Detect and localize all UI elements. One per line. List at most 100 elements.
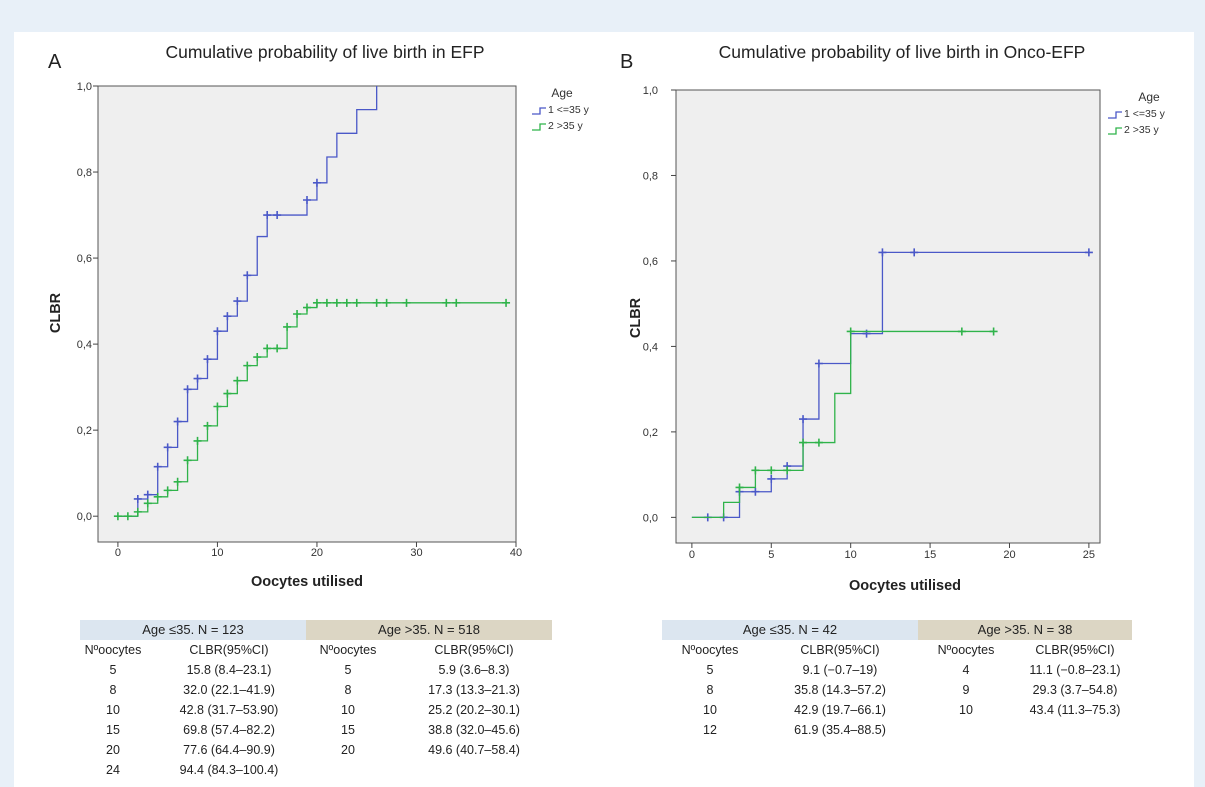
censor-mark: [442, 298, 451, 307]
table-cell: 10: [341, 703, 355, 717]
censor-mark: [402, 298, 411, 307]
censor-mark: [735, 483, 744, 492]
censor-mark: [253, 353, 262, 362]
censor-mark: [814, 438, 823, 447]
table-cell: 5: [109, 663, 117, 677]
table-cell: 15: [341, 723, 355, 737]
table-cell: 32.0 (22.1–41.9): [183, 683, 275, 697]
censor-mark: [989, 327, 998, 336]
censor-mark: [143, 490, 152, 499]
censor-mark: [173, 417, 182, 426]
censor-mark: [332, 298, 341, 307]
censor-mark: [213, 327, 222, 336]
censor-mark: [814, 359, 823, 368]
censor-mark: [123, 512, 132, 521]
censor-mark: [153, 462, 162, 471]
table-col-header: CLBR(95%CI): [800, 643, 880, 657]
censor-mark: [183, 456, 192, 465]
legend-swatch: [532, 107, 546, 115]
table-cell: 12: [703, 723, 717, 737]
panel-label: B: [620, 51, 633, 73]
censor-mark: [283, 322, 292, 331]
censor-mark: [263, 344, 272, 353]
censor-mark: [293, 310, 302, 318]
censor-mark: [372, 298, 381, 307]
censor-mark: [767, 466, 776, 475]
censor-mark: [203, 421, 212, 430]
chart-title: Cumulative probability of live birth in …: [719, 42, 1086, 62]
legend-label: 1 <=35 y: [1124, 108, 1166, 120]
x-tick-label: 20: [1003, 549, 1015, 561]
censor-mark: [163, 443, 172, 452]
censor-mark: [382, 298, 391, 307]
censor-mark: [183, 385, 192, 394]
table-cell: 77.6 (64.4–90.9): [183, 743, 275, 757]
x-tick-label: 30: [410, 547, 422, 559]
censor-mark: [303, 303, 311, 312]
x-axis-label: Oocytes utilised: [849, 578, 961, 594]
table-col-header: CLBR(95%CI): [189, 643, 269, 657]
table-cell: 5.9 (3.6–8.3): [438, 663, 510, 677]
x-tick-label: 20: [311, 547, 323, 559]
table-cell: 17.3 (13.3–21.3): [428, 683, 520, 697]
censor-mark: [233, 376, 242, 385]
table-cell: 94.4 (84.3–100.4): [179, 763, 279, 777]
table-cell: 43.4 (11.3–75.3): [1029, 703, 1121, 717]
censor-mark: [163, 486, 172, 495]
y-tick-label: 0,4: [77, 339, 92, 351]
censor-mark: [193, 436, 202, 445]
x-tick-label: 0: [689, 549, 695, 561]
censor-mark: [193, 374, 202, 383]
censor-mark: [143, 499, 152, 508]
y-tick-label: 0,2: [643, 427, 658, 439]
censor-mark: [273, 344, 282, 353]
table-group-header: Age >35. N = 518: [306, 620, 552, 640]
censor-mark: [767, 474, 776, 483]
table-group-header: Age >35. N = 38: [918, 620, 1132, 640]
censor-mark: [799, 415, 808, 424]
table-column: CLBR(95%CI) 15.8 (8.4–23.1) 32.0 (22.1–41.…: [150, 640, 308, 780]
x-axis-label: Oocytes utilised: [251, 574, 363, 590]
y-tick-label: 0,6: [643, 256, 658, 268]
x-tick-label: 40: [510, 547, 522, 559]
table-col-header: Nºoocytes: [937, 643, 995, 657]
censor-mark: [502, 298, 511, 307]
censor-mark: [273, 211, 282, 220]
censor-mark: [153, 492, 162, 501]
censor-mark: [243, 271, 252, 280]
censor-mark: [263, 211, 272, 220]
censor-mark: [878, 248, 887, 257]
censor-mark: [133, 507, 142, 516]
table-column: CLBR(95%CI) 5.9 (3.6–8.3) 17.3 (13.3–21.3)…: [394, 640, 554, 760]
censor-mark: [173, 477, 182, 486]
censor-mark: [783, 466, 792, 475]
y-axis-label: CLBR: [48, 292, 64, 333]
table-cell: 8: [344, 683, 352, 697]
table-cell: 29.3 (3.7–54.8): [1032, 683, 1118, 697]
legend-label: 1 <=35 y: [548, 104, 590, 116]
table-group-header: Age ≤35. N = 42: [662, 620, 918, 640]
y-tick-label: 0,6: [77, 253, 92, 265]
table-column: Nºoocytes 5 8 10 15 20: [306, 640, 390, 760]
table-cell: 69.8 (57.4–82.2): [183, 723, 275, 737]
plot-area: [675, 89, 1101, 544]
censor-mark: [312, 298, 321, 307]
x-tick-label: 15: [924, 549, 936, 561]
legend-swatch: [1108, 111, 1122, 119]
x-tick-label: 25: [1083, 549, 1095, 561]
chart-title: Cumulative probability of live birth in …: [165, 42, 484, 62]
table-col-header: CLBR(95%CI): [1035, 643, 1115, 657]
table-column: Nºoocytes 5 8 10 15 20 24: [80, 640, 146, 780]
y-tick-label: 0,0: [77, 511, 92, 523]
table-col-header: Nºoocytes: [681, 643, 739, 657]
censor-mark: [243, 361, 252, 370]
x-tick-label: 10: [211, 547, 223, 559]
censor-mark: [352, 298, 361, 307]
table-cell: 9: [962, 683, 970, 697]
table-cell: 10: [106, 703, 120, 717]
table-cell: 20: [106, 743, 120, 757]
censor-mark: [342, 298, 351, 307]
y-tick-label: 0,0: [643, 512, 658, 524]
censor-mark: [751, 466, 760, 475]
table-cell: 42.9 (19.7–66.1): [794, 703, 886, 717]
